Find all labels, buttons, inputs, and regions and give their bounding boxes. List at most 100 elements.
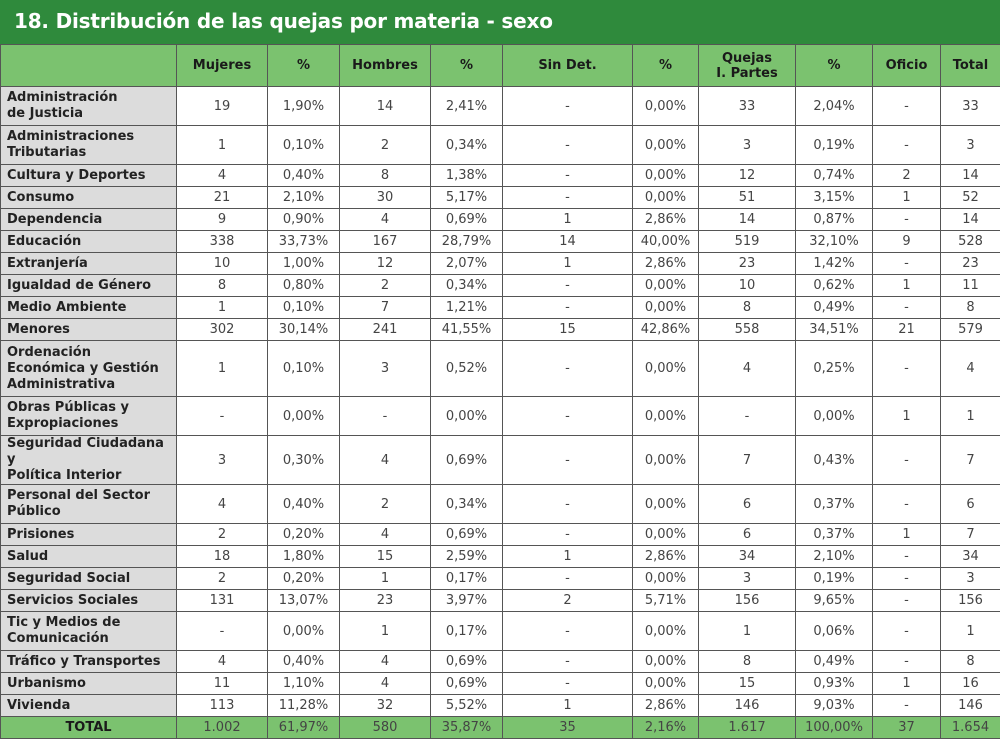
total-cell: 1.654 bbox=[940, 716, 1000, 739]
table-cell: 1,42% bbox=[795, 252, 873, 275]
table-cell: 0,00% bbox=[267, 396, 340, 436]
table-cell: 3 bbox=[698, 125, 796, 165]
table-cell: - bbox=[872, 86, 941, 126]
row-label-text: Educación bbox=[7, 233, 82, 249]
table-cell: 2,86% bbox=[632, 252, 699, 275]
table-cell: - bbox=[502, 484, 633, 524]
table-cell: 15 bbox=[502, 318, 633, 341]
table-cell: 32,10% bbox=[795, 230, 873, 253]
table-cell: 7 bbox=[339, 296, 431, 319]
total-label: TOTAL bbox=[0, 716, 177, 739]
table-cell: - bbox=[502, 672, 633, 695]
table-cell: 0,52% bbox=[430, 340, 503, 397]
table-cell: 0,69% bbox=[430, 435, 503, 485]
table-cell: 30 bbox=[339, 186, 431, 209]
table-cell: 146 bbox=[698, 694, 796, 717]
table-cell: - bbox=[502, 186, 633, 209]
column-header: Hombres bbox=[339, 44, 431, 87]
table-cell: 0,69% bbox=[430, 523, 503, 546]
table-cell: 9 bbox=[176, 208, 268, 231]
table-cell: 6 bbox=[940, 484, 1000, 524]
table-cell: 1 bbox=[872, 274, 941, 297]
table-cell: 8 bbox=[698, 650, 796, 673]
table-cell: 3,15% bbox=[795, 186, 873, 209]
table-row: Seguridad Social 2 0,20% 1 0,17% -0,00% 3 0,19%… bbox=[0, 567, 1000, 590]
row-label: Seguridad Social bbox=[0, 567, 177, 590]
row-label: Medio Ambiente bbox=[0, 296, 177, 319]
row-label: Administraciones Tributarias bbox=[0, 125, 177, 165]
table-row: Tráfico y Transportes 4 0,40% 4 0,69% -0,00% 8… bbox=[0, 650, 1000, 673]
table-cell: 12 bbox=[339, 252, 431, 275]
table-row: Igualdad de Género 8 0,80% 2 0,34% -0,00% 10 0,… bbox=[0, 274, 1000, 297]
table-cell: 4 bbox=[339, 208, 431, 231]
table-cell: 0,49% bbox=[795, 296, 873, 319]
table-cell: 11,28% bbox=[267, 694, 340, 717]
table-cell: 2 bbox=[872, 164, 941, 187]
table-cell: 21 bbox=[176, 186, 268, 209]
table-cell: 8 bbox=[940, 296, 1000, 319]
table-cell: 528 bbox=[940, 230, 1000, 253]
row-label-text: Cultura y Deportes bbox=[7, 167, 146, 183]
table-cell: 11 bbox=[940, 274, 1000, 297]
table-row: Servicios Sociales 131 13,07% 23 3,97% 2 5,71%… bbox=[0, 589, 1000, 612]
complaints-table: Mujeres% Hombres% Sin Det.% Quejas I. Partes… bbox=[0, 44, 1000, 739]
table-cell: 4 bbox=[339, 672, 431, 695]
row-label-text: Consumo bbox=[7, 189, 75, 205]
table-cell: 4 bbox=[940, 340, 1000, 397]
table-row: Obras Públicas y Expropiaciones -0,00% -0,0… bbox=[0, 396, 1000, 436]
table-cell: 4 bbox=[176, 164, 268, 187]
table-cell: 1,00% bbox=[267, 252, 340, 275]
row-label-text: Personal del Sector bbox=[7, 488, 150, 503]
row-label: Servicios Sociales bbox=[0, 589, 177, 612]
table-cell: 33,73% bbox=[267, 230, 340, 253]
table-cell: - bbox=[872, 435, 941, 485]
table-cell: 0,17% bbox=[430, 611, 503, 651]
table-cell: 15 bbox=[698, 672, 796, 695]
table-cell: 1 bbox=[176, 125, 268, 165]
table-row: Urbanismo 11 1,10% 4 0,69% -0,00% 15 0,93% 1 16 bbox=[0, 672, 1000, 695]
table-cell: 156 bbox=[698, 589, 796, 612]
row-label: Educación bbox=[0, 230, 177, 253]
row-label-text: de Justicia bbox=[7, 106, 84, 121]
table-cell: 14 bbox=[940, 164, 1000, 187]
table-cell: 13,07% bbox=[267, 589, 340, 612]
table-cell: 0,00% bbox=[632, 567, 699, 590]
column-header: Mujeres bbox=[176, 44, 268, 87]
table-cell: 2,07% bbox=[430, 252, 503, 275]
table-cell: 9 bbox=[872, 230, 941, 253]
table-cell: 2 bbox=[176, 567, 268, 590]
row-label: Ordenación Económica y Gestión Administrat… bbox=[0, 340, 177, 397]
row-label-text: Público bbox=[7, 504, 61, 519]
table-cell: 0,00% bbox=[632, 484, 699, 524]
table-cell: 1 bbox=[502, 252, 633, 275]
row-label: Extranjería bbox=[0, 252, 177, 275]
table-cell: 8 bbox=[698, 296, 796, 319]
row-label-text: Vivienda bbox=[7, 697, 71, 713]
total-cell: 37 bbox=[872, 716, 941, 739]
table-cell: 0,20% bbox=[267, 567, 340, 590]
table-cell: - bbox=[872, 694, 941, 717]
table-cell: 1,10% bbox=[267, 672, 340, 695]
table-cell: 0,00% bbox=[632, 396, 699, 436]
row-label: Administración de Justicia bbox=[0, 86, 177, 126]
row-label-text: Administrativa bbox=[7, 376, 116, 392]
table-body: Administración de Justicia 19 1,90% 14 2,41% -… bbox=[0, 86, 1000, 717]
table-cell: 1 bbox=[502, 694, 633, 717]
table-cell: 30,14% bbox=[267, 318, 340, 341]
table-cell: 3 bbox=[940, 567, 1000, 590]
row-label-text: Dependencia bbox=[7, 211, 103, 227]
table-cell: 10 bbox=[176, 252, 268, 275]
row-label: Prisiones bbox=[0, 523, 177, 546]
table-cell: 2,10% bbox=[267, 186, 340, 209]
column-header: Quejas I. Partes bbox=[698, 44, 796, 87]
table-cell: 1 bbox=[940, 611, 1000, 651]
table-cell: 0,10% bbox=[267, 340, 340, 397]
table-cell: 1 bbox=[872, 396, 941, 436]
table-cell: 2,04% bbox=[795, 86, 873, 126]
column-header-text: Sin Det. bbox=[538, 58, 597, 73]
table-cell: 0,93% bbox=[795, 672, 873, 695]
table-cell: 0,00% bbox=[795, 396, 873, 436]
total-cell: 580 bbox=[339, 716, 431, 739]
table-cell: 0,00% bbox=[632, 125, 699, 165]
table-cell: 19 bbox=[176, 86, 268, 126]
